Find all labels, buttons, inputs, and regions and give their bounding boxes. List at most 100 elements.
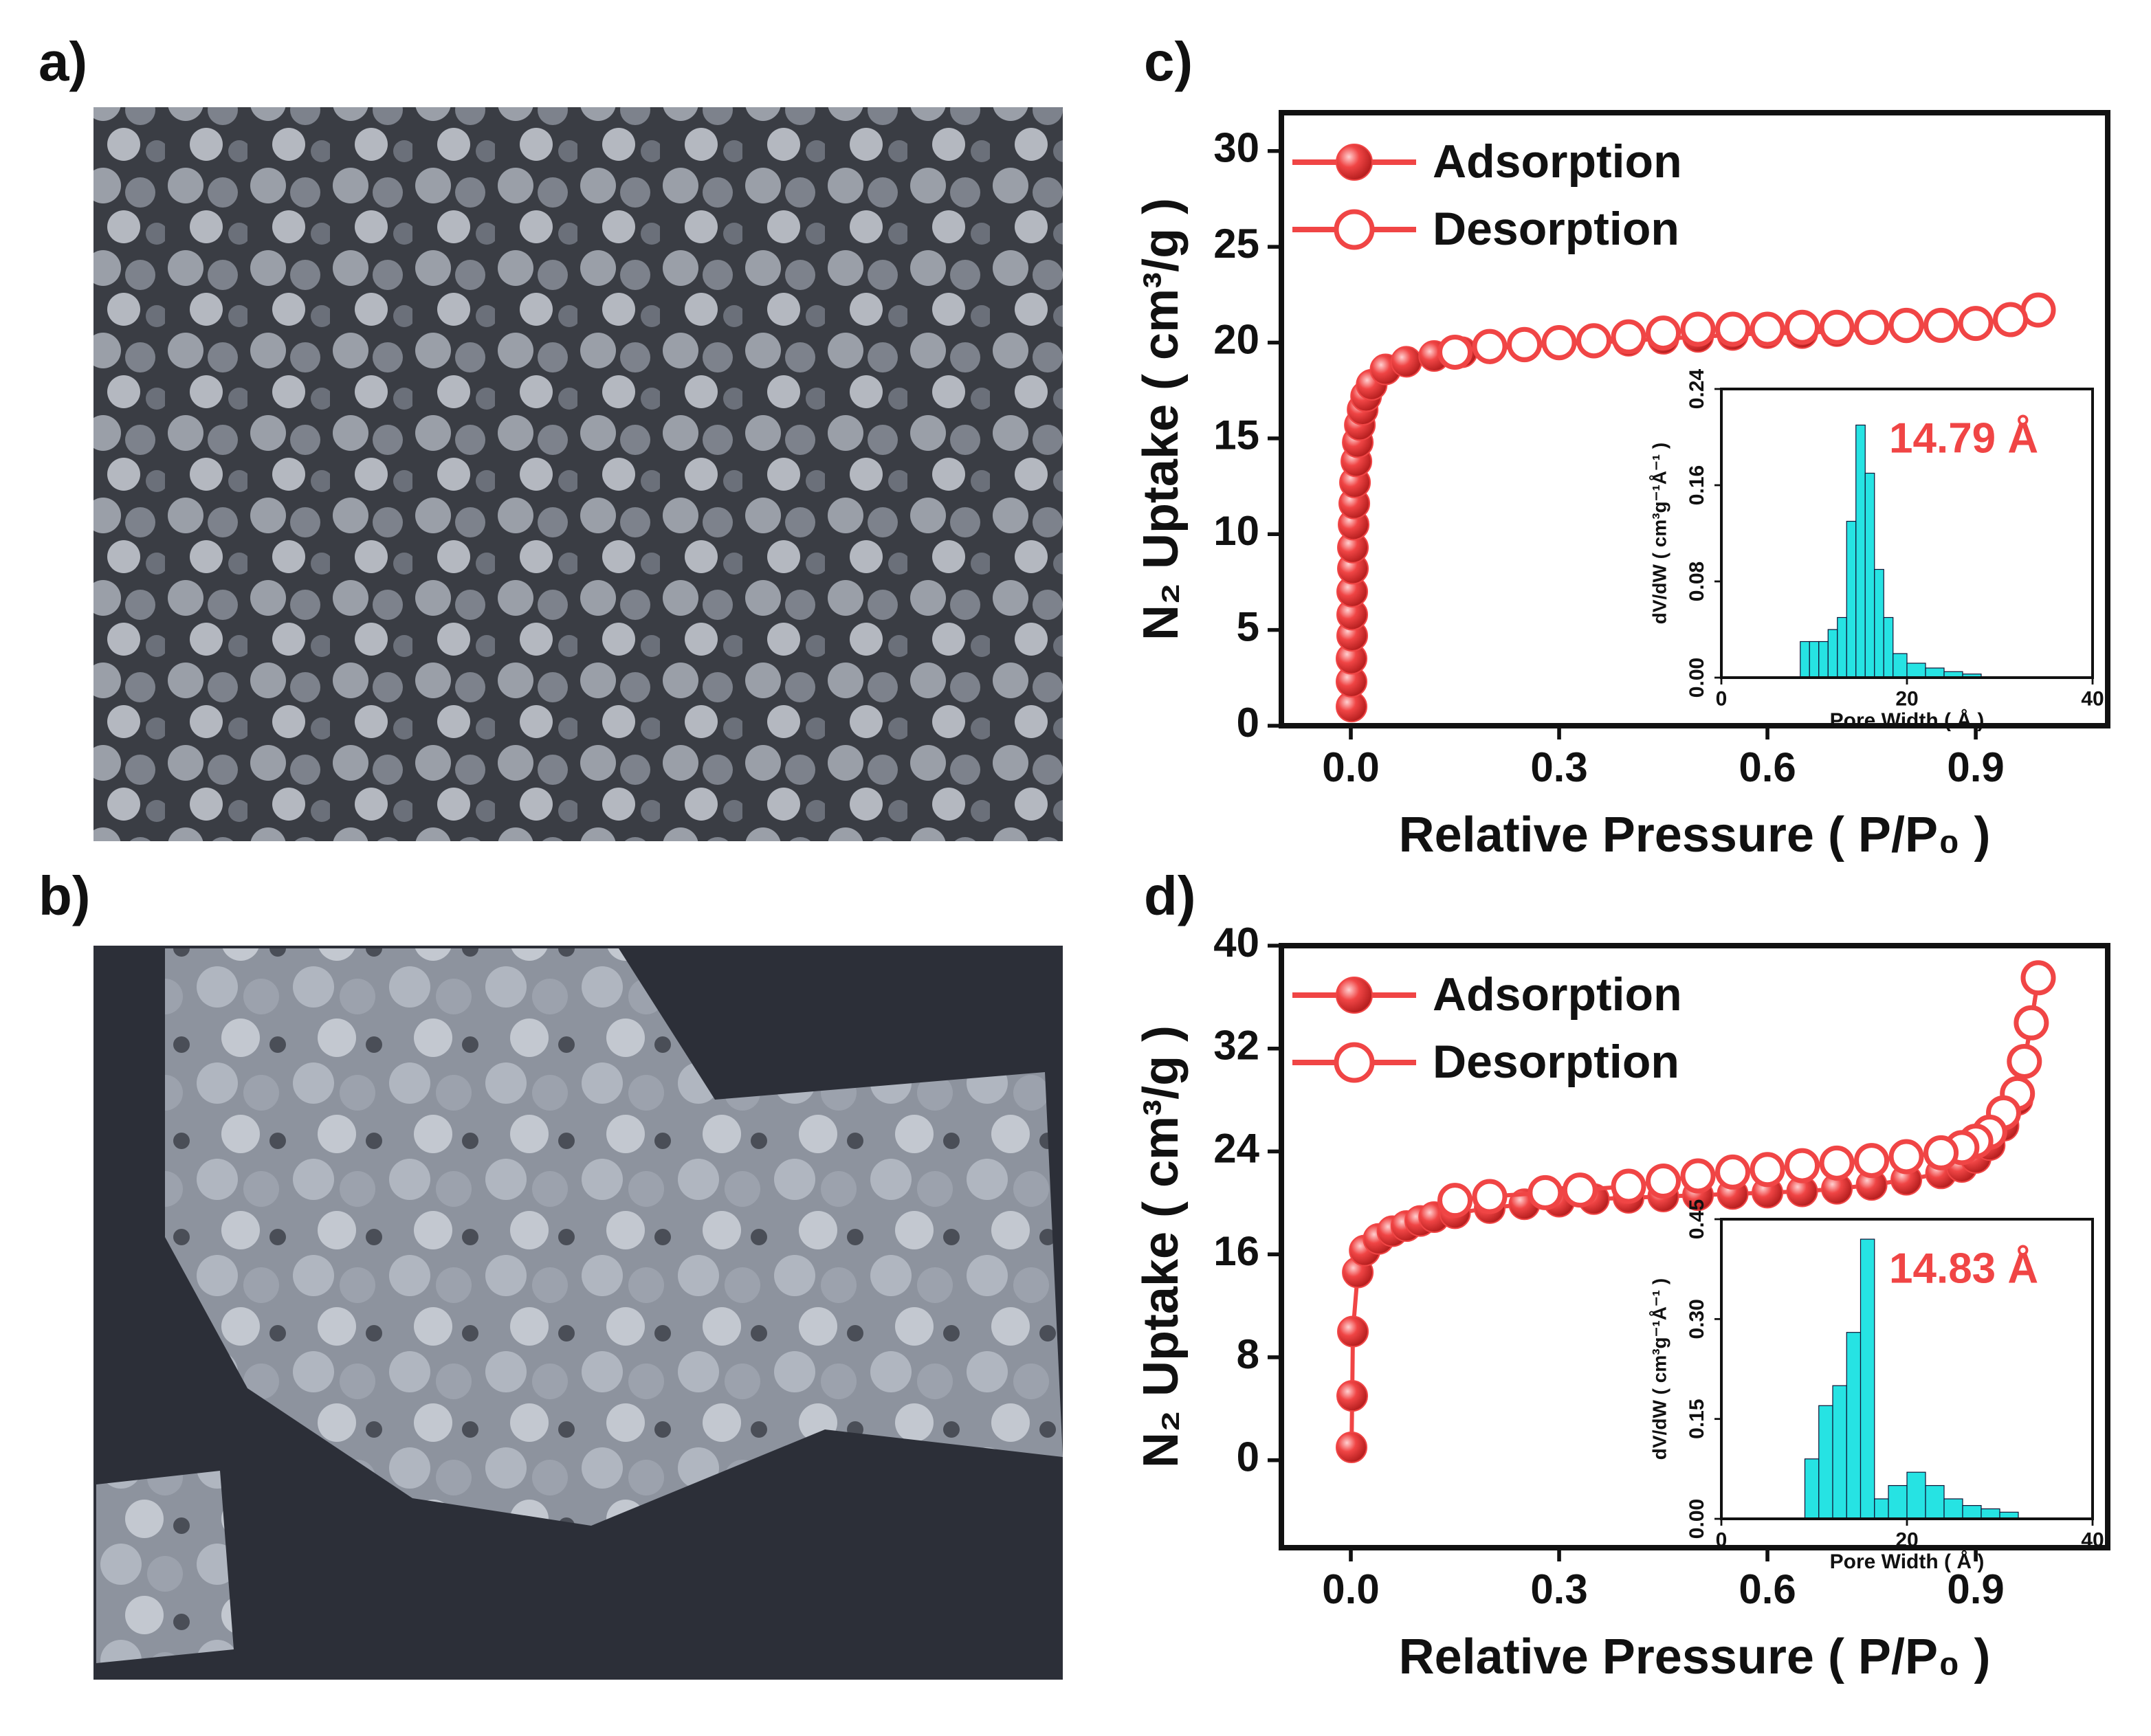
histogram-bar bbox=[1962, 1505, 1982, 1520]
legend-marker bbox=[1336, 977, 1373, 1014]
x-tick-label: 20 bbox=[1895, 687, 1918, 710]
annotation: 14.79 Å bbox=[1889, 414, 2038, 462]
inset-background bbox=[1721, 1219, 2093, 1519]
x-tick-label: 0.0 bbox=[1322, 1566, 1379, 1612]
x-tick-label: 0.9 bbox=[1947, 744, 2004, 790]
legend-label: Desorption bbox=[1433, 1036, 1679, 1088]
data-point bbox=[1715, 311, 1751, 347]
data-point bbox=[1611, 319, 1646, 355]
y-tick-label: 0.45 bbox=[1686, 1199, 1708, 1239]
y-tick-label: 20 bbox=[1213, 316, 1259, 362]
data-point bbox=[1336, 1380, 1369, 1412]
histogram-bar bbox=[1827, 629, 1838, 678]
x-tick-label: 0.0 bbox=[1322, 744, 1379, 790]
x-tick-label: 0.6 bbox=[1739, 1566, 1796, 1612]
data-point bbox=[1993, 302, 2029, 337]
data-point bbox=[1819, 309, 1855, 345]
y-tick-label: 0 bbox=[1237, 1434, 1259, 1480]
histogram-bar bbox=[1883, 616, 1894, 678]
histogram-bar bbox=[1981, 1508, 2000, 1520]
panel-label: c) bbox=[1144, 31, 1193, 92]
y-tick-label: 40 bbox=[1213, 920, 1259, 966]
y-tick-label: 30 bbox=[1213, 125, 1259, 171]
panel-label: d) bbox=[1144, 865, 1196, 926]
y-axis-label: dV/dW ( cm³g⁻¹Å⁻¹ ) bbox=[1648, 1278, 1670, 1460]
y-tick-label: 0.15 bbox=[1686, 1399, 1708, 1438]
x-tick-label: 0.3 bbox=[1530, 744, 1587, 790]
x-tick-label: 40 bbox=[2081, 687, 2104, 710]
data-point bbox=[1562, 1172, 1598, 1208]
x-axis-label: Pore Width ( Å ) bbox=[1830, 709, 1985, 732]
data-point bbox=[1888, 307, 1924, 343]
data-point bbox=[1785, 309, 1820, 345]
data-point bbox=[1750, 311, 1785, 347]
plot-frame bbox=[1720, 1218, 2094, 1520]
data-point bbox=[2020, 960, 2056, 996]
histogram-bar bbox=[1804, 1458, 1820, 1520]
legend-marker bbox=[1336, 144, 1373, 181]
plot-frame bbox=[1279, 943, 2110, 1550]
panel-label: b) bbox=[38, 865, 91, 926]
y-axis-label: N₂ Uptake ( cm³/g ) bbox=[1134, 1025, 1189, 1468]
data-point bbox=[1819, 1145, 1855, 1181]
histogram-bar bbox=[1800, 641, 1810, 678]
histogram-bar bbox=[1809, 641, 1820, 678]
data-point bbox=[1507, 326, 1543, 362]
data-point bbox=[1646, 1164, 1681, 1199]
x-axis-label: Relative Pressure ( P/P₀ ) bbox=[1399, 808, 1991, 863]
y-tick-label: 15 bbox=[1213, 412, 1259, 458]
x-axis-label: Pore Width ( Å ) bbox=[1830, 1550, 1985, 1573]
x-tick-label: 0.6 bbox=[1739, 744, 1796, 790]
histogram-bar bbox=[1860, 1238, 1875, 1520]
y-tick-label: 8 bbox=[1237, 1331, 1259, 1377]
legend-marker bbox=[1334, 1042, 1375, 1083]
histogram-bar bbox=[1846, 1332, 1862, 1520]
y-tick-label: 0.00 bbox=[1686, 1499, 1708, 1539]
data-point bbox=[1576, 323, 1612, 359]
x-tick-label: 0 bbox=[1716, 687, 1728, 710]
y-tick-label: 0 bbox=[1237, 700, 1259, 746]
x-tick-label: 0.9 bbox=[1947, 1566, 2004, 1612]
histogram-bar bbox=[1818, 1405, 1833, 1520]
legend-label: Desorption bbox=[1433, 203, 1679, 255]
y-tick-label: 32 bbox=[1213, 1023, 1259, 1069]
data-point bbox=[1888, 1139, 1924, 1175]
data-point bbox=[1437, 334, 1473, 370]
x-axis-label: Relative Pressure ( P/P₀ ) bbox=[1399, 1629, 1991, 1684]
y-tick-label: 0.24 bbox=[1686, 368, 1708, 409]
y-tick-label: 0.08 bbox=[1686, 561, 1708, 601]
histogram-bar bbox=[1925, 1484, 1945, 1520]
histogram-bar bbox=[1874, 568, 1884, 678]
x-tick-label: 0 bbox=[1716, 1528, 1728, 1551]
inset-background bbox=[1721, 389, 2093, 678]
histogram-bar bbox=[1874, 1498, 1889, 1520]
legend-marker bbox=[1334, 209, 1375, 250]
histogram-bar bbox=[1893, 653, 1908, 678]
histogram-bar bbox=[1925, 667, 1945, 678]
histogram-bar bbox=[1832, 1385, 1847, 1520]
data-point bbox=[1337, 1315, 1369, 1348]
data-point bbox=[1715, 1154, 1751, 1190]
data-point bbox=[1472, 1179, 1508, 1214]
x-tick-label: 40 bbox=[2081, 1528, 2104, 1551]
legend-label: Adsorption bbox=[1433, 135, 1682, 188]
data-point bbox=[2007, 1043, 2042, 1079]
data-point bbox=[1390, 346, 1422, 378]
sem-particles bbox=[165, 948, 1063, 1526]
histogram-bar bbox=[1906, 1471, 1926, 1520]
y-tick-label: 24 bbox=[1213, 1125, 1259, 1171]
data-point bbox=[1336, 1432, 1368, 1463]
data-point bbox=[1611, 1168, 1646, 1204]
histogram-bar bbox=[1888, 1484, 1908, 1520]
histogram-bar bbox=[1818, 641, 1829, 678]
x-tick-label: 20 bbox=[1895, 1528, 1918, 1551]
histogram-bar bbox=[1846, 520, 1857, 678]
data-point bbox=[1958, 306, 1994, 342]
data-point bbox=[1437, 1183, 1473, 1218]
y-tick-label: 10 bbox=[1213, 508, 1259, 554]
data-point bbox=[1854, 309, 1890, 345]
y-tick-label: 25 bbox=[1213, 221, 1259, 267]
panel-label: a) bbox=[38, 31, 87, 92]
data-point bbox=[2014, 1005, 2049, 1041]
